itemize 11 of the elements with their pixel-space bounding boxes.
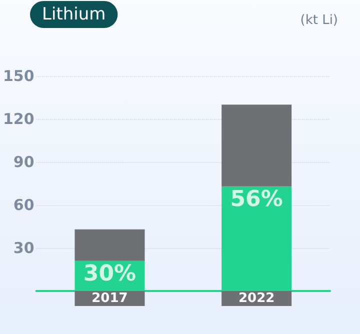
y-tick-label: 150 xyxy=(3,67,34,85)
y-axis-title: (kt Li) xyxy=(300,13,338,28)
y-tick-label: 90 xyxy=(13,153,34,171)
y-tick-label: 120 xyxy=(3,110,34,128)
y-tick-label: 60 xyxy=(13,196,34,214)
chart-title: Lithium xyxy=(42,4,106,24)
annotation: 30% xyxy=(83,261,136,286)
x-tick-label: 2017 xyxy=(92,291,128,306)
y-tick-label: 30 xyxy=(13,239,34,257)
annotation: 56% xyxy=(230,186,283,212)
x-tick-label: 2022 xyxy=(238,291,275,306)
